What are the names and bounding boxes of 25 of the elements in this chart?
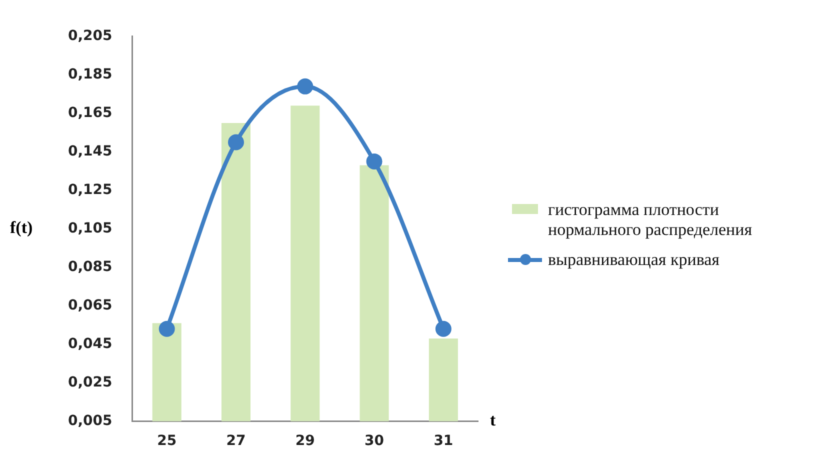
point (158, 320, 175, 337)
point (435, 320, 452, 337)
y-tick-label: 0,145 (68, 143, 112, 160)
point (366, 153, 382, 170)
legend-label: гистограмма плотности нормального распределения (548, 200, 754, 240)
x-tick-label: 27 (226, 433, 246, 450)
y-tick-label: 0,205 (68, 28, 112, 44)
x-tick-label: 30 (364, 433, 384, 450)
y-tick-label: 0,005 (68, 412, 112, 429)
y-tick-label: 0,045 (68, 336, 112, 352)
y-tick-label: 0,125 (68, 182, 112, 198)
x-tick-label: 31 (434, 433, 454, 450)
y-tick-label: 0,065 (68, 297, 112, 314)
x-tick-label: 25 (157, 433, 177, 450)
y-tick-label: 0,165 (68, 105, 112, 121)
x-tick-label: 29 (295, 433, 315, 450)
legend-label: выравнивающая кривая (548, 250, 720, 270)
point (297, 78, 314, 94)
y-tick-label: 0,185 (68, 66, 112, 83)
y-tick-label: 0,085 (68, 258, 112, 275)
y-tick-label: 0,105 (68, 220, 112, 236)
y-tick-label: 0,025 (68, 374, 112, 390)
point (228, 134, 244, 150)
x-axis-title: t (490, 410, 496, 430)
y-axis-title: f(t) (10, 218, 33, 238)
